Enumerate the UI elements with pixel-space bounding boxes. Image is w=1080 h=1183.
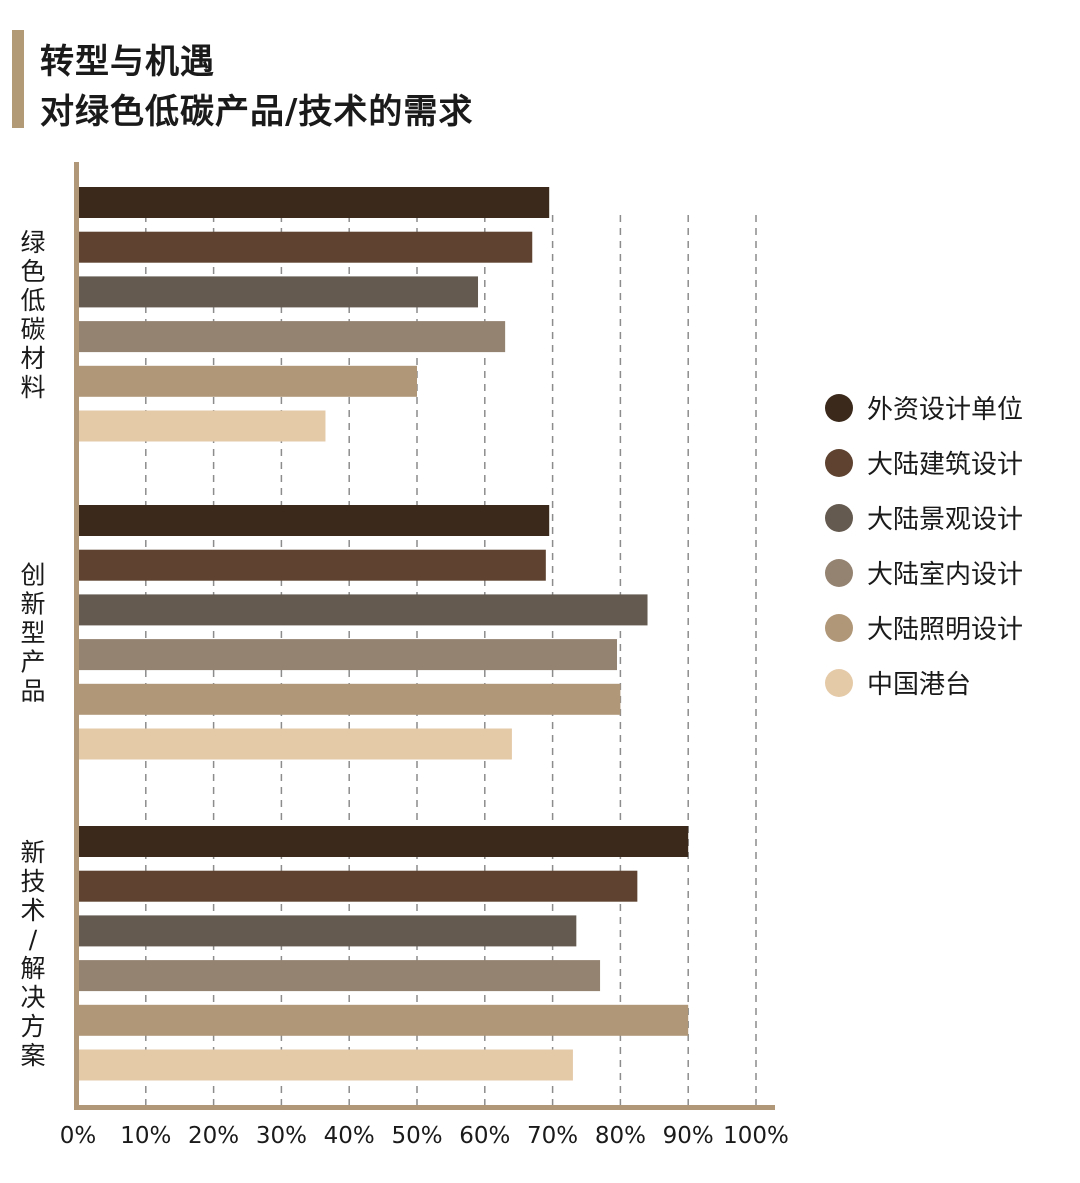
category-label: 绿色低碳材料 <box>20 228 45 402</box>
legend-item: 外资设计单位 <box>825 380 1023 435</box>
x-tick-label: 80% <box>595 1123 646 1149</box>
chart-subtitle: 对绿色低碳产品/技术的需求 <box>40 92 474 132</box>
legend-item: 大陆照明设计 <box>825 600 1023 655</box>
bar <box>78 1004 689 1036</box>
legend-item: 大陆建筑设计 <box>825 435 1023 490</box>
bar <box>78 187 550 218</box>
legend-item: 大陆室内设计 <box>825 545 1023 600</box>
legend-swatch <box>825 668 853 697</box>
bar <box>78 728 512 760</box>
bar <box>78 870 638 902</box>
bar <box>78 826 689 857</box>
bar <box>78 505 550 536</box>
legend-label: 大陆照明设计 <box>867 615 1024 645</box>
bar <box>78 1049 573 1081</box>
bar <box>78 594 648 626</box>
chart-legend: 外资设计单位 大陆建筑设计 大陆景观设计 大陆室内设计 大陆照明设计 中国港台 <box>825 380 1023 710</box>
bar <box>78 960 601 992</box>
bar <box>78 683 621 715</box>
legend-item: 大陆景观设计 <box>825 490 1023 545</box>
legend-swatch <box>825 613 853 642</box>
x-tick-label: 100% <box>723 1123 789 1149</box>
bar <box>78 639 618 671</box>
legend-label: 大陆室内设计 <box>867 560 1024 590</box>
x-tick-label: 50% <box>391 1123 442 1149</box>
legend-label: 大陆景观设计 <box>867 505 1024 535</box>
y-axis <box>74 162 79 1109</box>
x-tick-label: 20% <box>188 1123 239 1149</box>
x-tick-label: 10% <box>120 1123 171 1149</box>
x-tick-label: 30% <box>256 1123 307 1149</box>
category-label: 创新型产品 <box>20 561 45 706</box>
bar <box>78 410 326 442</box>
x-axis <box>74 1105 775 1110</box>
legend-swatch <box>825 393 853 422</box>
legend-label: 大陆建筑设计 <box>867 450 1024 480</box>
legend-label: 中国港台 <box>867 670 972 700</box>
x-tick-label: 40% <box>324 1123 375 1149</box>
bar <box>78 276 479 308</box>
bar <box>78 549 546 581</box>
chart-title: 转型与机遇 <box>40 42 215 82</box>
x-tick-label: 90% <box>663 1123 714 1149</box>
bar <box>78 321 506 353</box>
title-accent-bar <box>12 30 24 128</box>
legend-label: 外资设计单位 <box>867 395 1024 425</box>
legend-swatch <box>825 558 853 587</box>
legend-swatch <box>825 503 853 532</box>
x-tick-label: 60% <box>459 1123 510 1149</box>
bar <box>78 365 417 397</box>
legend-item: 中国港台 <box>825 655 1023 710</box>
legend-swatch <box>825 448 853 477</box>
bar <box>78 915 577 947</box>
category-label: 新技术∕解决方案 <box>20 838 45 1070</box>
bar <box>78 231 533 263</box>
x-tick-label: 0% <box>60 1123 97 1149</box>
x-tick-label: 70% <box>527 1123 578 1149</box>
